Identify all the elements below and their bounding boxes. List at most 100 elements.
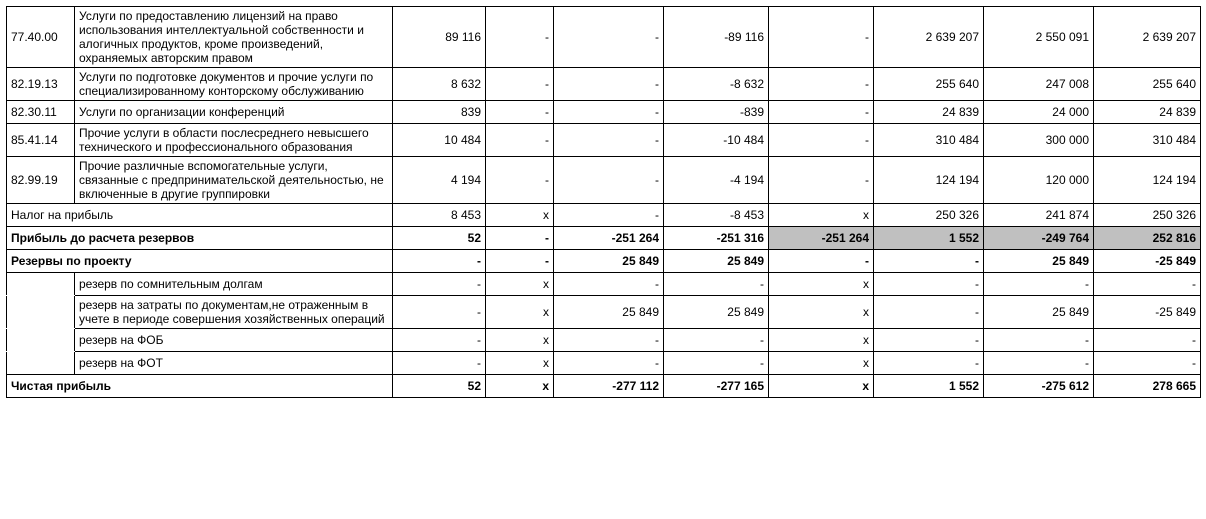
reserve-description-cell: резерв на ФОБ: [75, 329, 393, 352]
value-cell: -8 453: [664, 204, 769, 227]
code-cell-empty: [7, 352, 75, 375]
value-cell: -: [874, 250, 984, 273]
value-cell: x: [769, 204, 874, 227]
code-cell-empty: [7, 329, 75, 352]
value-cell: 24 839: [1094, 101, 1201, 124]
value-cell: -: [1094, 352, 1201, 375]
code-cell-empty: [7, 273, 75, 296]
value-cell: 247 008: [984, 68, 1094, 101]
value-cell: 124 194: [874, 157, 984, 204]
code-cell: 85.41.14: [7, 124, 75, 157]
table-row: 82.19.13Услуги по подготовке документов …: [7, 68, 1201, 101]
value-cell: -839: [664, 101, 769, 124]
value-cell: x: [769, 375, 874, 398]
value-cell: -: [554, 352, 664, 375]
value-cell: -: [554, 101, 664, 124]
value-cell: -: [554, 7, 664, 68]
value-cell: x: [769, 296, 874, 329]
value-cell: 2 550 091: [984, 7, 1094, 68]
financial-table: 77.40.00Услуги по предоставлению лицензи…: [6, 6, 1201, 398]
value-cell: x: [486, 329, 554, 352]
table-row: 77.40.00Услуги по предоставлению лицензи…: [7, 7, 1201, 68]
value-cell: -: [1094, 329, 1201, 352]
code-cell: 77.40.00: [7, 7, 75, 68]
value-cell: -: [486, 68, 554, 101]
value-cell: -: [554, 273, 664, 296]
description-cell: Услуги по подготовке документов и прочие…: [75, 68, 393, 101]
value-cell: -25 849: [1094, 296, 1201, 329]
value-cell: 25 849: [554, 296, 664, 329]
value-cell: 25 849: [984, 250, 1094, 273]
value-cell: 241 874: [984, 204, 1094, 227]
value-cell: -10 484: [664, 124, 769, 157]
value-cell: 250 326: [874, 204, 984, 227]
value-cell: 52: [393, 375, 486, 398]
value-cell: 1 552: [874, 375, 984, 398]
value-cell: -: [554, 204, 664, 227]
reserve-description-cell: резерв на затраты по документам,не отраж…: [75, 296, 393, 329]
value-cell: -: [486, 227, 554, 250]
value-cell: x: [486, 296, 554, 329]
value-cell: -: [664, 352, 769, 375]
value-cell: 278 665: [1094, 375, 1201, 398]
value-cell: x: [769, 352, 874, 375]
value-cell: -275 612: [984, 375, 1094, 398]
value-cell: x: [769, 329, 874, 352]
value-cell: 124 194: [1094, 157, 1201, 204]
value-cell: -: [1094, 273, 1201, 296]
value-cell: 839: [393, 101, 486, 124]
value-cell: 25 849: [664, 250, 769, 273]
value-cell: x: [769, 273, 874, 296]
value-cell: -: [874, 296, 984, 329]
value-cell: -: [486, 250, 554, 273]
summary-label-cell: Прибыль до расчета резервов: [7, 227, 393, 250]
value-cell: -: [486, 101, 554, 124]
value-cell: -: [393, 250, 486, 273]
value-cell: -: [393, 273, 486, 296]
description-cell: Услуги по предоставлению лицензий на пра…: [75, 7, 393, 68]
value-cell: 4 194: [393, 157, 486, 204]
value-cell: 120 000: [984, 157, 1094, 204]
value-cell: 25 849: [984, 296, 1094, 329]
value-cell: 310 484: [1094, 124, 1201, 157]
value-cell: x: [486, 375, 554, 398]
value-cell: -: [393, 352, 486, 375]
table-row: резерв на ФОТ-x--x---: [7, 352, 1201, 375]
value-cell: x: [486, 352, 554, 375]
summary-label-cell: Чистая прибыль: [7, 375, 393, 398]
value-cell: 255 640: [874, 68, 984, 101]
value-cell: 52: [393, 227, 486, 250]
value-cell: 310 484: [874, 124, 984, 157]
value-cell: -: [393, 296, 486, 329]
value-cell: -: [769, 250, 874, 273]
value-cell: 255 640: [1094, 68, 1201, 101]
description-cell: Услуги по организации конференций: [75, 101, 393, 124]
value-cell: -: [769, 7, 874, 68]
value-cell: -: [874, 352, 984, 375]
value-cell: -: [554, 157, 664, 204]
code-cell: 82.99.19: [7, 157, 75, 204]
value-cell: x: [486, 204, 554, 227]
value-cell: 300 000: [984, 124, 1094, 157]
summary-label-cell: Резервы по проекту: [7, 250, 393, 273]
value-cell-shaded: -251 264: [769, 227, 874, 250]
value-cell: -: [486, 124, 554, 157]
table-row: Прибыль до расчета резервов52- -251 264-2…: [7, 227, 1201, 250]
value-cell: -8 632: [664, 68, 769, 101]
value-cell: 2 639 207: [874, 7, 984, 68]
table-row: резерв по сомнительным долгам-x--x---: [7, 273, 1201, 296]
table-row: 85.41.14Прочие услуги в области послесре…: [7, 124, 1201, 157]
value-cell: x: [486, 273, 554, 296]
code-cell: 82.30.11: [7, 101, 75, 124]
value-cell: 24 000: [984, 101, 1094, 124]
value-cell: -: [664, 273, 769, 296]
value-cell: 8 632: [393, 68, 486, 101]
value-cell: -: [984, 352, 1094, 375]
value-cell: 25 849: [664, 296, 769, 329]
table-row: Резервы по проекту--25 84925 849--25 849…: [7, 250, 1201, 273]
value-cell: -251 316: [664, 227, 769, 250]
value-cell: 10 484: [393, 124, 486, 157]
value-cell: -: [874, 273, 984, 296]
value-cell: 8 453: [393, 204, 486, 227]
value-cell: -: [984, 273, 1094, 296]
